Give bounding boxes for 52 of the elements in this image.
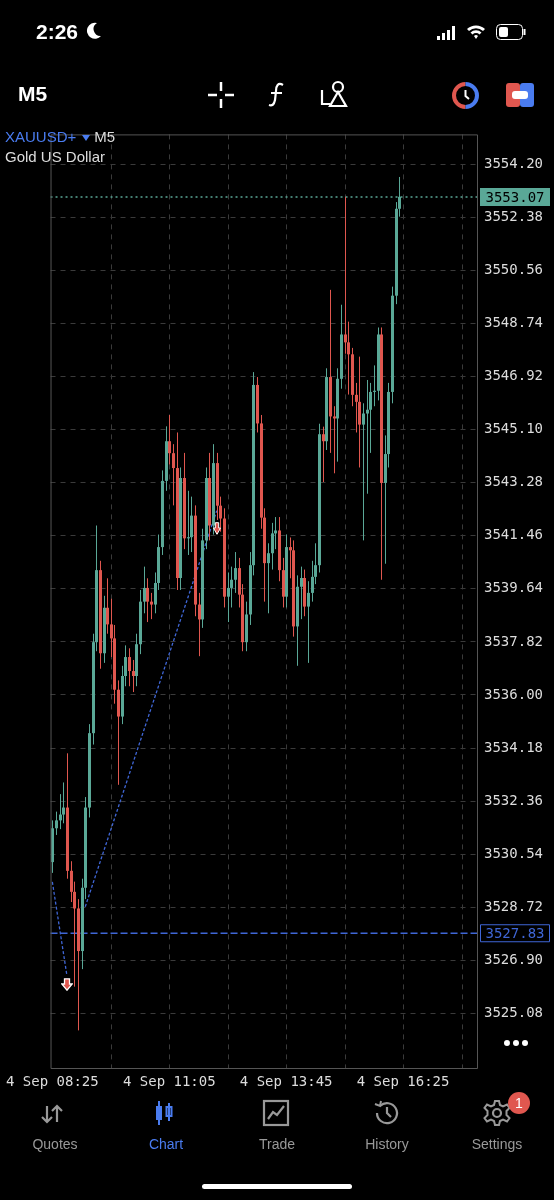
y-tick-label: 3532.36 xyxy=(484,791,544,808)
y-tick-label: 3552.38 xyxy=(484,207,544,224)
text: Quotes xyxy=(32,1136,78,1152)
candlestick xyxy=(146,577,149,623)
text: M5 xyxy=(18,82,48,106)
candlestick xyxy=(106,577,109,635)
y-tick-label: 3525.08 xyxy=(484,1004,544,1021)
x-tick-label: 4 Sep 16:25 xyxy=(356,1073,450,1090)
y-tick-label: 3534.18 xyxy=(484,738,544,755)
y-tick-label: 3543.28 xyxy=(484,473,544,490)
candlestick xyxy=(267,542,270,614)
ref-line-label: 3527.83 xyxy=(485,924,545,941)
text: 2:26 xyxy=(36,20,79,44)
candlestick xyxy=(358,356,361,468)
y-tick-label: 3554.20 xyxy=(484,154,544,171)
candlestick xyxy=(227,571,230,623)
y-tick-label: 3550.56 xyxy=(484,260,544,277)
text: Settings xyxy=(471,1136,523,1152)
text: Trade xyxy=(258,1136,296,1152)
candlestick xyxy=(172,443,175,506)
candlestick xyxy=(55,811,58,836)
y-tick-label: 3528.72 xyxy=(484,897,544,914)
y-tick-label: 3537.82 xyxy=(484,632,544,649)
x-tick-label: 4 Sep 11:05 xyxy=(122,1073,216,1090)
y-tick-label: 3541.46 xyxy=(484,526,544,543)
candlestick xyxy=(132,659,135,693)
y-tick-label: 3546.92 xyxy=(484,367,544,384)
candlestick xyxy=(143,566,146,614)
y-tick-label: 3530.54 xyxy=(484,844,544,861)
ref-line-label: 3553.07 xyxy=(485,188,545,205)
candlestick xyxy=(128,647,131,687)
candlestick xyxy=(307,580,310,664)
annotation: M5 xyxy=(94,128,116,145)
candlestick xyxy=(362,402,365,541)
chart-title: XAUUSD+ xyxy=(5,128,77,145)
candlestick xyxy=(150,592,153,620)
y-tick-label: 3536.00 xyxy=(484,685,544,702)
candlestick xyxy=(168,414,171,466)
candlestick xyxy=(198,592,201,657)
text: History xyxy=(365,1136,409,1152)
text: Gold US Dollar xyxy=(5,148,106,165)
text: Chart xyxy=(148,1136,184,1152)
y-tick-label: 3545.10 xyxy=(484,420,544,437)
candlestick xyxy=(333,405,336,474)
y-tick-label: 3548.74 xyxy=(484,314,544,331)
candlestick xyxy=(234,551,237,594)
y-tick-label: 3526.90 xyxy=(484,951,544,968)
y-tick-label: 3539.64 xyxy=(484,579,544,596)
candlestick xyxy=(366,379,369,495)
x-tick-label: 4 Sep 08:25 xyxy=(6,1073,99,1090)
x-tick-label: 4 Sep 13:45 xyxy=(239,1073,333,1090)
candlestick xyxy=(322,426,325,483)
